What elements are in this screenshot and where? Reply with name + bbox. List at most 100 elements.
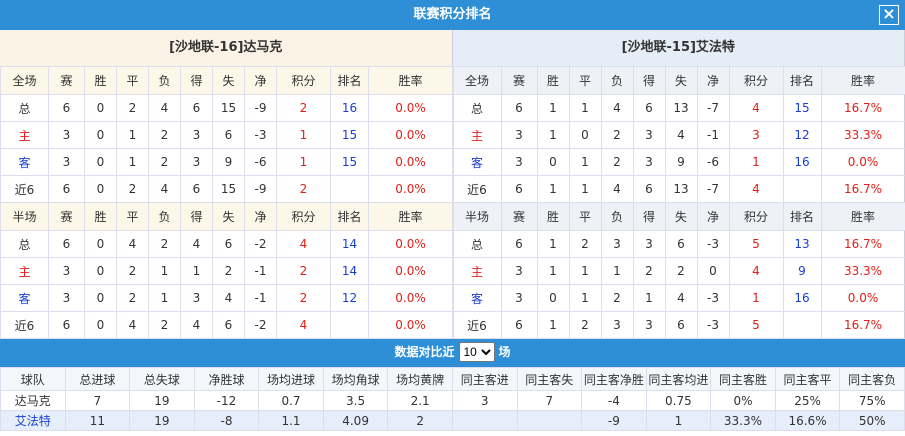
cell: 0.0% — [368, 230, 453, 258]
cell: 1 — [536, 230, 570, 258]
column-header: 场均进球 — [258, 367, 324, 391]
cell: 2 — [116, 257, 149, 285]
column-header: 全场 — [452, 66, 502, 95]
cell: 6 — [180, 94, 213, 122]
cell: -9 — [244, 175, 277, 203]
cell: 5 — [728, 230, 784, 258]
cell: 3 — [451, 390, 518, 411]
cell: 2 — [116, 94, 149, 122]
column-header: 赛 — [48, 66, 85, 95]
cell: 1 — [568, 148, 602, 176]
cell: 1 — [645, 410, 712, 431]
column-header: 得 — [632, 66, 666, 95]
column-header: 净 — [244, 66, 277, 95]
close-button[interactable]: × — [879, 5, 899, 25]
column-header: 同主客净胜 — [581, 367, 647, 391]
cell: 6 — [632, 94, 666, 122]
cell: 3 — [500, 121, 538, 149]
cell: 主 — [0, 121, 49, 149]
cell: 9 — [212, 148, 245, 176]
standings-table: 全场赛胜平负得失净积分 排名 胜率总 6 1 1 4 6 13 -7 4 15 16.7% 主 3 1 0 2 3 4… — [452, 66, 905, 339]
cell: 50% — [839, 410, 905, 431]
cell: -7 — [696, 94, 730, 122]
cell: 1.1 — [258, 410, 324, 431]
cell: -1 — [244, 284, 277, 312]
cell: 7 — [64, 390, 131, 411]
cell: 3 — [600, 311, 634, 339]
header-row: 半场赛胜平负得失净积分 排名 胜率 — [452, 202, 905, 231]
cell: 2 — [568, 230, 602, 258]
cell: 3 — [500, 284, 538, 312]
cell: 4 — [600, 94, 634, 122]
cell: 4 — [600, 175, 634, 203]
cell: 15 — [212, 94, 245, 122]
column-header: 积分 — [276, 202, 331, 231]
cell: 4 — [664, 284, 698, 312]
cell: 4 — [212, 284, 245, 312]
cell: 9 — [782, 257, 822, 285]
cell: 总 — [452, 94, 502, 122]
column-header: 全场 — [0, 66, 49, 95]
column-header: 得 — [632, 202, 666, 231]
row: 客 3 0 1 2 3 9 -6 1 16 0.0% — [452, 148, 905, 176]
cell: 6 — [500, 175, 538, 203]
row: 总 6 0 4 2 4 6 -2 4 14 0.0% — [0, 230, 453, 258]
cell: 3 — [600, 230, 634, 258]
cell: 4 — [276, 311, 331, 339]
cell: 33.3% — [820, 257, 905, 285]
cell: 11 — [64, 410, 131, 431]
cell: 16 — [330, 94, 369, 122]
column-header: 得 — [180, 202, 213, 231]
cell: 1 — [728, 284, 784, 312]
column-header: 失 — [664, 66, 698, 95]
cell: 15 — [212, 175, 245, 203]
column-header: 胜 — [84, 202, 117, 231]
row: 客 3 0 1 2 3 9 -6 1 15 0.0% — [0, 148, 453, 176]
column-header: 同主客负 — [839, 367, 905, 391]
cell: 0.0% — [820, 284, 905, 312]
cell: 2 — [600, 284, 634, 312]
cell: 主 — [452, 121, 502, 149]
cell: 客 — [0, 284, 49, 312]
cell: 3 — [180, 148, 213, 176]
cell — [782, 311, 822, 339]
cell: 4 — [728, 175, 784, 203]
cell: -9 — [244, 94, 277, 122]
cell: 12 — [330, 284, 369, 312]
cell: 0.0% — [820, 148, 905, 176]
row: 主 3 1 0 2 3 4 -1 3 12 33.3% — [452, 121, 905, 149]
cell: 3.5 — [322, 390, 389, 411]
cell: 近6 — [0, 311, 49, 339]
cell: 5 — [728, 311, 784, 339]
team-name: [沙地联-15]艾法特 — [452, 30, 904, 66]
cell: 16 — [782, 148, 822, 176]
cell — [451, 410, 518, 431]
match-count-select[interactable]: 10 — [458, 342, 495, 362]
cell: 0.0% — [368, 284, 453, 312]
cell: 3 — [728, 121, 784, 149]
cell: 16.6% — [774, 410, 841, 431]
row: 近6 6 0 4 2 4 6 -2 4 0.0% — [0, 311, 453, 339]
column-header: 负 — [148, 66, 181, 95]
cell: 0.75 — [645, 390, 712, 411]
cell — [330, 311, 369, 339]
cell: 2 — [276, 284, 331, 312]
cell: 0 — [84, 230, 117, 258]
column-header: 总失球 — [129, 367, 195, 391]
row: 主 3 0 1 2 3 6 -3 1 15 0.0% — [0, 121, 453, 149]
cell: 6 — [632, 175, 666, 203]
column-header: 赛 — [48, 202, 85, 231]
column-header: 同主客均进 — [645, 367, 712, 391]
column-header: 排名 — [782, 202, 822, 231]
column-header: 负 — [600, 202, 634, 231]
cell: 4 — [116, 311, 149, 339]
cell: 4 — [116, 230, 149, 258]
cell: 4 — [728, 257, 784, 285]
cell: 9 — [664, 148, 698, 176]
label: 数据对比近 — [394, 345, 455, 359]
column-header: 场均黄牌 — [387, 367, 453, 391]
cell: 3 — [48, 148, 85, 176]
cell: 0 — [84, 284, 117, 312]
row: 近6 6 1 1 4 6 13 -7 4 16.7% — [452, 175, 905, 203]
